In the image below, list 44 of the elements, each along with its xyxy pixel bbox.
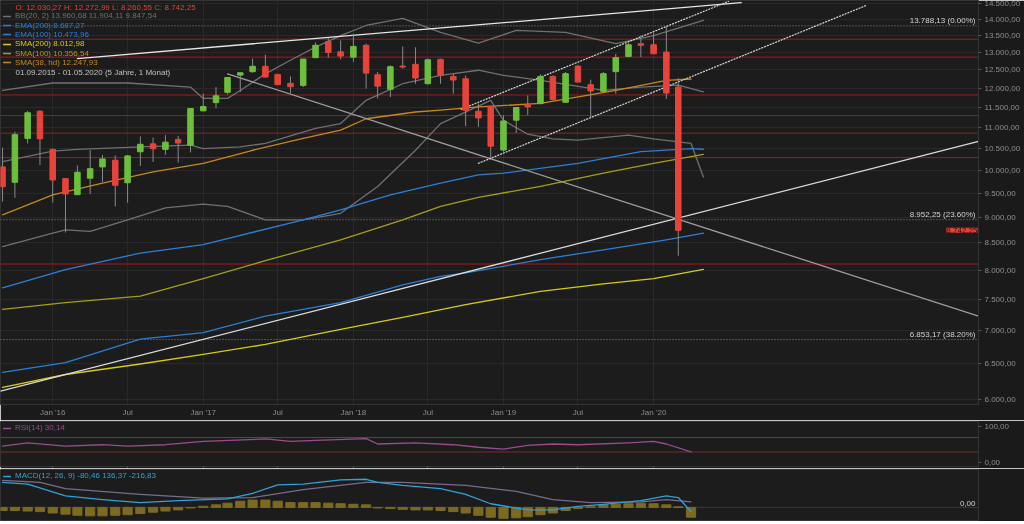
y-tick-label: 14.500,00 bbox=[984, 0, 1021, 8]
y-tick-label: 12.000,00 bbox=[984, 83, 1021, 93]
legend-label: MACD(12, 26, 9) -80,46 136,37 -216,83 bbox=[15, 471, 156, 480]
annotation: 8.742,25 bbox=[946, 225, 979, 235]
y-tick-label: 12.500,00 bbox=[984, 65, 1021, 75]
legend-label: RSI(14) 30,14 bbox=[15, 423, 65, 432]
y-tick-label: 8.000,00 bbox=[984, 265, 1017, 275]
y-tick-label: 8.500,00 bbox=[984, 238, 1017, 248]
chart-title: O: 12.030,27 H: 12.272,99 L: 8.260,55 C: 8.742,25 bbox=[15, 2, 197, 12]
x-tick-label: Jul bbox=[572, 407, 584, 417]
legend-label: SMA(38, hd) 12.247,93 bbox=[15, 57, 98, 67]
legend-label: EMA(100) 10.473,96 bbox=[15, 29, 89, 39]
x-tick-label: Jan '16 bbox=[39, 407, 67, 417]
y-tick-label: 7.500,00 bbox=[984, 294, 1017, 304]
x-tick-label: Jul bbox=[272, 407, 284, 417]
x-tick-label: Jan '19 bbox=[490, 407, 517, 417]
y-tick-label: 7.000,00 bbox=[984, 325, 1017, 335]
x-tick-label: Jan '20 bbox=[640, 407, 667, 417]
x-tick-label: Jul bbox=[122, 407, 133, 417]
text: 01.09.2015 - 01.05.2020 (5 Jahre, 1 Monat) bbox=[15, 67, 171, 77]
y-tick-label: 14.000,00 bbox=[984, 14, 1021, 24]
y-tick-label: 0,00 bbox=[984, 458, 1001, 468]
y-tick-label: 6.000,00 bbox=[984, 394, 1017, 404]
legend-label: BB(20, 2) 13.960,68 11.904,11 9.847,54 bbox=[15, 11, 157, 21]
y-tick-label: 9.500,00 bbox=[984, 188, 1017, 198]
y-tick-label: 13.000,00 bbox=[984, 47, 1021, 57]
y-tick-label: 10.000,00 bbox=[984, 165, 1021, 175]
y-tick-label: 13.500,00 bbox=[984, 30, 1021, 40]
y-tick-label: 11.000,00 bbox=[984, 122, 1021, 132]
legend-label: SMA(100) 10.356,54 bbox=[15, 48, 89, 58]
y-tick-label: 11.500,00 bbox=[984, 102, 1021, 112]
ref-line-label: 0,00 bbox=[959, 499, 977, 509]
x-tick-label: Jan '17 bbox=[190, 407, 217, 417]
ref-line-label: 6.853,17 (38.20%) bbox=[909, 329, 976, 339]
ref-line-label: 13.788,13 (0.00%) bbox=[909, 15, 976, 25]
y-tick-label: 9.000,00 bbox=[984, 212, 1017, 222]
y-tick-label: 100,00 bbox=[984, 422, 1010, 432]
x-tick-label: Jan '18 bbox=[340, 407, 367, 417]
legend-label: SMA(200) 8.012,98 bbox=[15, 39, 85, 49]
legend-label: EMA(200) 8.687,27 bbox=[15, 20, 85, 30]
x-tick-label: Jul bbox=[422, 407, 434, 417]
ref-line-label: 8.952,25 (23.60%) bbox=[909, 209, 976, 219]
y-tick-label: 6.500,00 bbox=[984, 358, 1017, 368]
y-tick-label: 10.500,00 bbox=[984, 143, 1021, 153]
